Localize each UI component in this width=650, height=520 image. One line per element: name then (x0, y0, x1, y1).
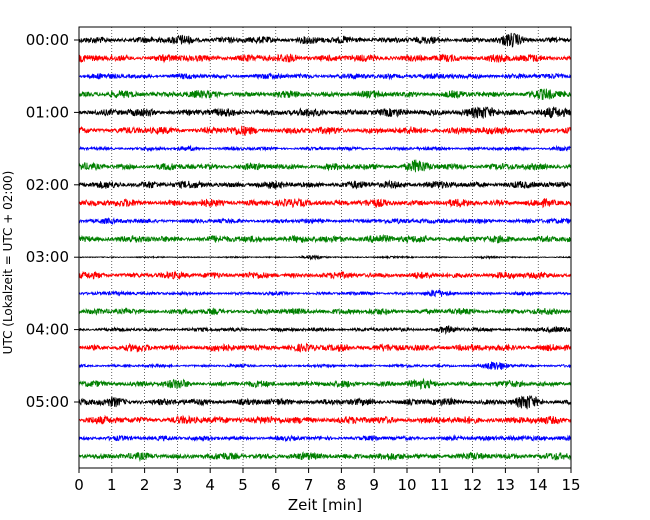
x-tick-label: 1 (107, 476, 117, 494)
trace-row-0000 (78, 32, 572, 48)
x-tick-label: 0 (74, 476, 84, 494)
y-tick-label: 04:00 (26, 321, 69, 339)
trace-row-0330 (78, 289, 572, 298)
trace-row-0345 (78, 307, 572, 316)
x-axis-label: Zeit [min] (288, 496, 362, 514)
trace-row-0445 (78, 377, 572, 390)
trace-row-0215 (78, 197, 572, 209)
trace-row-0115 (78, 125, 572, 136)
x-tick-label: 14 (529, 476, 548, 494)
trace-row-0130 (78, 144, 572, 152)
x-tick-label: 8 (337, 476, 347, 494)
x-tick-label: 9 (369, 476, 379, 494)
trace-row-0300 (78, 254, 572, 261)
trace-row-0400 (78, 325, 572, 336)
trace-row-0245 (78, 233, 572, 244)
x-tick-label: 13 (496, 476, 515, 494)
y-axis-ticks: 00:00 01:00 02:00 03:00 04:00 05:00 (26, 31, 79, 411)
y-tick-label: 02:00 (26, 176, 69, 194)
x-tick-label: 4 (205, 476, 215, 494)
trace-row-0430 (78, 361, 572, 370)
trace-row-0030 (78, 72, 572, 81)
trace-row-0315 (78, 270, 572, 280)
y-tick-label: 01:00 (26, 103, 69, 121)
y-axis-label: UTC (Lokalzeit = UTC + 02:00) (1, 171, 15, 355)
x-tick-label: 6 (271, 476, 281, 494)
trace-row-0415 (78, 342, 572, 354)
x-tick-label: 12 (463, 476, 482, 494)
trace-row-0530 (78, 434, 572, 443)
y-tick-label: 00:00 (26, 31, 69, 49)
trace-row-0200 (78, 179, 572, 190)
trace-row-0545 (78, 451, 572, 463)
x-tick-label: 10 (397, 476, 416, 494)
y-tick-label: 03:00 (26, 248, 69, 266)
x-tick-label: 15 (561, 476, 580, 494)
x-tick-label: 2 (140, 476, 150, 494)
trace-row-0500 (78, 395, 572, 410)
trace-row-0230 (78, 217, 572, 226)
trace-row-0145 (78, 159, 572, 173)
x-tick-label: 11 (430, 476, 449, 494)
x-tick-label: 5 (238, 476, 248, 494)
x-tick-label: 3 (173, 476, 183, 494)
plot-frame (78, 26, 572, 469)
x-axis-ticks: 0 1 2 3 4 5 6 7 8 9 10 11 12 13 14 15 (74, 468, 581, 494)
y-tick-label: 05:00 (26, 393, 69, 411)
trace-row-0015 (78, 53, 572, 64)
trace-row-0515 (78, 414, 572, 425)
trace-row-0045 (78, 88, 572, 100)
trace-row-0100 (78, 106, 572, 119)
seismogram-traces (78, 32, 572, 463)
x-tick-label: 7 (304, 476, 314, 494)
